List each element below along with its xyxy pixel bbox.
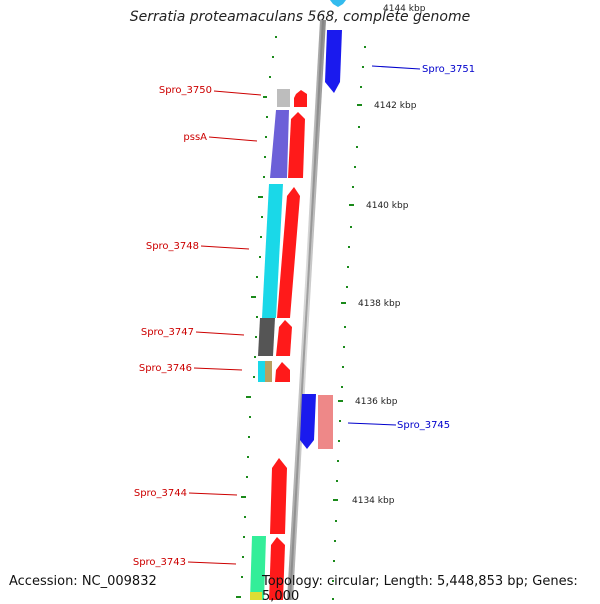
leader-spro-3750 <box>213 90 262 96</box>
scale-label-4144: 4144 kbp <box>383 4 426 14</box>
gene-feature-spro-3744[interactable] <box>270 458 287 534</box>
gene-label-spro-3744[interactable]: Spro_3744 <box>134 488 187 499</box>
gene-feature-spro-3745[interactable] <box>300 394 316 449</box>
scale-label-4134: 4134 kbp <box>352 496 395 506</box>
leader-spro-3745 <box>347 422 397 426</box>
gene-feature-spro-3743-red[interactable] <box>269 537 285 600</box>
gene-feature-pssA-red[interactable] <box>288 112 305 178</box>
leader-spro-3746 <box>193 367 243 371</box>
scale-label-4138: 4138 kbp <box>358 299 401 309</box>
leader-spro-3744 <box>188 492 238 496</box>
gene-feature-spro-3751[interactable] <box>325 30 342 93</box>
gene-feature-spro-3748-red[interactable] <box>277 187 300 318</box>
leader-spro-3751 <box>371 65 421 70</box>
gene-label-spro-3748[interactable]: Spro_3748 <box>146 241 199 252</box>
leader-spro-3743 <box>187 561 237 565</box>
leader-pssA <box>208 136 258 142</box>
right-tick-rail <box>332 46 366 600</box>
gene-feature-spro-3747-grey[interactable] <box>258 318 275 356</box>
gene-feature-spro-3750-grey[interactable] <box>277 89 290 107</box>
gene-label-spro-3747[interactable]: Spro_3747 <box>141 327 194 338</box>
gene-label-pssA[interactable]: pssA <box>183 132 207 143</box>
gene-feature-pssA-blue[interactable] <box>270 110 289 178</box>
leader-spro-3748 <box>200 245 250 250</box>
gene-label-spro-3745[interactable]: Spro_3745 <box>397 420 450 431</box>
gene-feature-pink[interactable] <box>318 395 333 449</box>
accession-text: Accession: NC_009832 <box>9 574 157 589</box>
gene-feature-spro-3746-red[interactable] <box>275 362 290 382</box>
gene-feature-spro-3748-cyan[interactable] <box>262 184 283 318</box>
gene-feature-spro-3746-cyan[interactable] <box>258 361 265 382</box>
scale-label-4140: 4140 kbp <box>366 201 409 211</box>
left-tick-rail <box>236 36 277 598</box>
gene-label-spro-3750[interactable]: Spro_3750 <box>159 85 212 96</box>
genome-title: Serratia proteamaculans 568, complete ge… <box>129 9 471 25</box>
gene-feature-bottom-yellow[interactable] <box>250 592 262 600</box>
gene-label-spro-3743[interactable]: Spro_3743 <box>133 557 186 568</box>
gene-feature-spro-3750-red[interactable] <box>294 90 307 107</box>
gene-feature-spro-3747-red[interactable] <box>276 320 292 356</box>
gene-label-spro-3751[interactable]: Spro_3751 <box>422 64 475 75</box>
leader-spro-3747 <box>195 331 245 336</box>
scale-label-4136: 4136 kbp <box>355 397 398 407</box>
gene-feature-top-cyan[interactable] <box>330 0 346 7</box>
gene-feature-spro-3743-green[interactable] <box>250 536 266 600</box>
gene-feature-spro-3746-olive[interactable] <box>265 361 272 382</box>
gene-label-spro-3746[interactable]: Spro_3746 <box>139 363 192 374</box>
scale-label-4142: 4142 kbp <box>374 101 417 111</box>
